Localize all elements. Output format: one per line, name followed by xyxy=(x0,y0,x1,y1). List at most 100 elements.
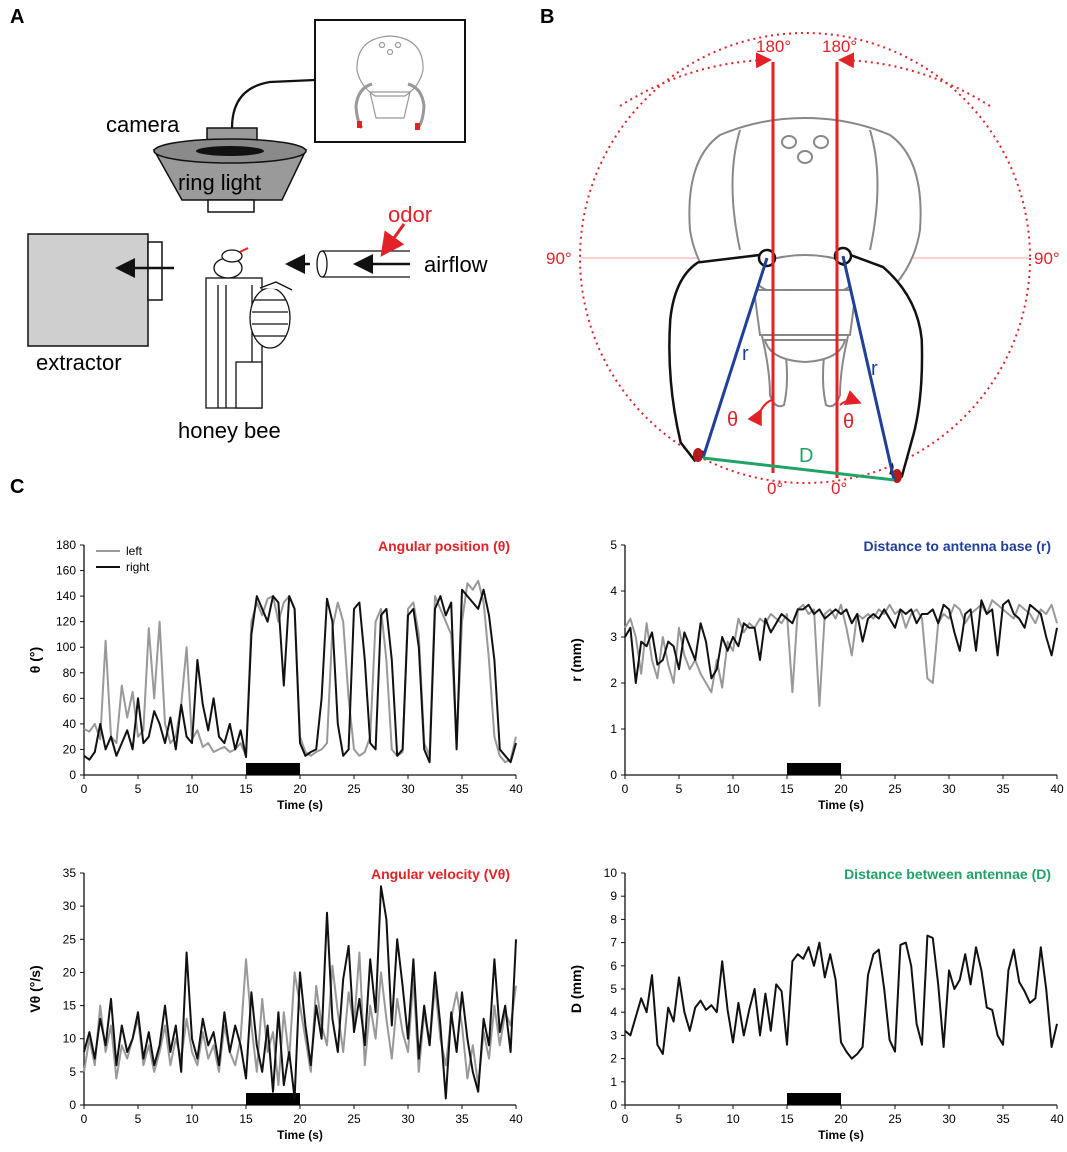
airflow-label: airflow xyxy=(424,252,488,277)
x-tick-label: 30 xyxy=(401,1112,415,1126)
x-tick-label: 30 xyxy=(401,782,415,796)
x-tick-label: 40 xyxy=(509,782,523,796)
camera-label: camera xyxy=(106,112,180,137)
x-tick-label: 10 xyxy=(185,1112,199,1126)
y-tick-label: 140 xyxy=(56,589,76,603)
x-tick-label: 20 xyxy=(293,782,307,796)
x-tick-label: 5 xyxy=(676,782,683,796)
y-tick-label: 30 xyxy=(63,899,77,913)
x-tick-label: 0 xyxy=(81,1112,88,1126)
rotation-arrow-left xyxy=(619,52,772,107)
x-tick-label: 40 xyxy=(1050,1112,1064,1126)
y-tick-label: 40 xyxy=(63,717,77,731)
y-axis-label: D (mm) xyxy=(568,965,584,1013)
x-tick-label: 5 xyxy=(135,782,142,796)
chart-title: Angular position (θ) xyxy=(378,538,510,554)
y-tick-label: 4 xyxy=(610,584,617,598)
x-tick-label: 10 xyxy=(185,782,199,796)
y-tick-label: 160 xyxy=(56,564,76,578)
x-tick-label: 25 xyxy=(347,1112,361,1126)
y-tick-label: 0 xyxy=(69,1098,76,1112)
d-label: D xyxy=(799,445,813,467)
y-tick-label: 6 xyxy=(610,959,617,973)
honey-bee-icon xyxy=(205,247,293,409)
y-tick-label: 0 xyxy=(610,1098,617,1112)
x-tick-label: 25 xyxy=(888,1112,902,1126)
rotation-arrow-right xyxy=(838,52,991,107)
extractor-box xyxy=(27,233,149,347)
chart-title: Angular velocity (Vθ) xyxy=(371,866,510,882)
stimulus-bar xyxy=(246,1093,300,1105)
y-tick-label: 180 xyxy=(56,538,76,552)
x-tick-label: 0 xyxy=(622,1112,629,1126)
x-axis-label: Time (s) xyxy=(277,1128,323,1142)
chart-theta: 0 5 10 15 20 25 30 35 40 0 20 40 60 80 100 120 140 160 180… xyxy=(27,538,523,812)
panel-label-a: A xyxy=(10,6,25,28)
stimulus-bar xyxy=(787,763,841,775)
r-label-left: r xyxy=(742,343,749,365)
radius-left xyxy=(701,257,769,459)
chart-title: Distance between antennae (D) xyxy=(844,866,1051,882)
panel-label-b: B xyxy=(540,6,555,28)
angle-180-left: 180° xyxy=(756,37,791,56)
angle-0-left: 0° xyxy=(767,479,783,498)
x-tick-label: 35 xyxy=(996,1112,1010,1126)
chart-vtheta: 0 5 10 15 20 25 30 35 40 0 5 10 15 20 25 30 35 Time (s) Vθ… xyxy=(27,866,523,1142)
x-tick-label: 30 xyxy=(942,782,956,796)
camera-cable xyxy=(230,78,316,129)
series-line-trace-1 xyxy=(624,934,1058,1060)
angle-180-right: 180° xyxy=(822,37,857,56)
x-tick-label: 0 xyxy=(81,782,88,796)
y-tick-label: 20 xyxy=(63,742,77,756)
series-line-trace-2 xyxy=(83,885,517,1100)
antenna-tip-marker-left xyxy=(357,121,362,128)
lens xyxy=(207,199,255,213)
x-tick-label: 20 xyxy=(834,1112,848,1126)
x-tick-label: 15 xyxy=(239,1112,253,1126)
series-line-trace-2 xyxy=(624,599,1058,684)
x-tick-label: 20 xyxy=(293,1112,307,1126)
x-tick-label: 25 xyxy=(888,782,902,796)
x-tick-label: 25 xyxy=(347,782,361,796)
y-tick-label: 8 xyxy=(610,912,617,926)
x-tick-label: 10 xyxy=(726,782,740,796)
legend-label-right: right xyxy=(126,560,150,574)
x-tick-label: 20 xyxy=(834,782,848,796)
x-tick-label: 15 xyxy=(239,782,253,796)
x-tick-label: 10 xyxy=(726,1112,740,1126)
angle-0-right: 0° xyxy=(831,479,847,498)
extractor-label: extractor xyxy=(36,350,122,375)
radius-right xyxy=(841,255,896,481)
y-tick-label: 4 xyxy=(610,1005,617,1019)
theta-label-left: θ xyxy=(727,409,738,431)
x-tick-label: 5 xyxy=(135,1112,142,1126)
y-tick-label: 2 xyxy=(610,676,617,690)
angle-90-left: 90° xyxy=(546,249,572,268)
y-tick-label: 1 xyxy=(610,722,617,736)
chart-r: 0 5 10 15 20 25 30 35 40 0 1 2 3 4 5 Time (s) r (mm) Dist… xyxy=(568,538,1064,812)
y-tick-label: 20 xyxy=(63,965,77,979)
y-tick-label: 120 xyxy=(56,615,76,629)
chart-d: 0 5 10 15 20 25 30 35 40 0 1 2 3 4 5 6 7 8 9 10 Time (s) D (m… xyxy=(568,866,1064,1142)
bee-head-outline xyxy=(688,116,922,408)
chart-title: Distance to antenna base (r) xyxy=(864,538,1052,554)
x-tick-label: 30 xyxy=(942,1112,956,1126)
y-tick-label: 35 xyxy=(63,866,77,880)
setup-schematic: camera ring light extractor honey bee xyxy=(27,19,488,443)
y-tick-label: 3 xyxy=(610,1028,617,1042)
y-tick-label: 25 xyxy=(63,932,77,946)
theta-arc-right xyxy=(839,390,862,406)
x-tick-label: 15 xyxy=(780,782,794,796)
ring-light-aperture xyxy=(196,146,264,156)
antenna-left xyxy=(668,248,777,463)
r-label-right: r xyxy=(871,358,878,380)
y-tick-label: 60 xyxy=(63,691,77,705)
distance-d-line xyxy=(702,456,895,482)
x-tick-label: 40 xyxy=(1050,782,1064,796)
extractor-vent xyxy=(147,241,163,301)
x-tick-label: 40 xyxy=(509,1112,523,1126)
y-tick-label: 100 xyxy=(56,640,76,654)
x-axis-label: Time (s) xyxy=(277,798,323,812)
airflow-tube xyxy=(316,250,410,278)
